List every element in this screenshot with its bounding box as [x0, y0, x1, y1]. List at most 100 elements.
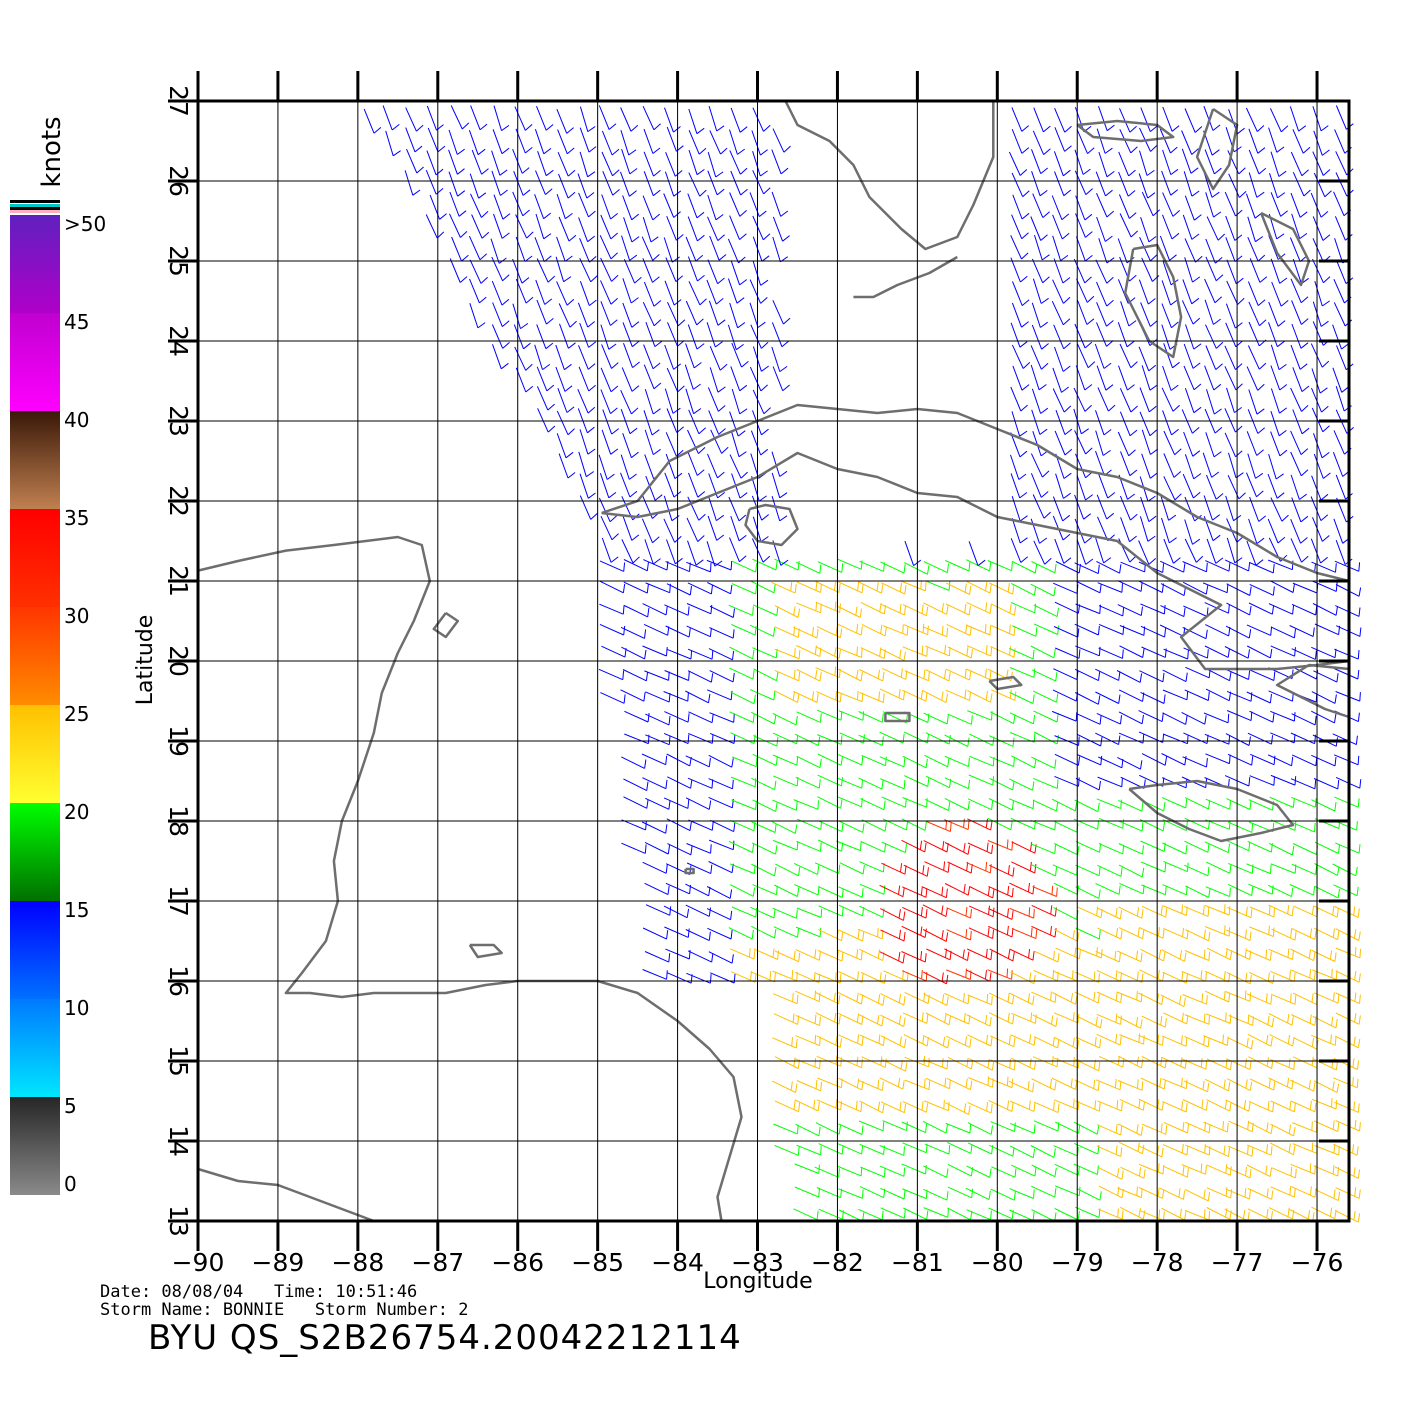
wind-barb	[1226, 1167, 1251, 1178]
wind-barb	[1337, 346, 1354, 370]
wind-barb	[1118, 821, 1143, 831]
wind-barb	[1119, 712, 1144, 724]
wind-barb	[1185, 690, 1210, 701]
wind-barb	[689, 173, 707, 197]
wind-barb	[624, 606, 649, 617]
wind-barb	[967, 691, 992, 703]
wind-barb	[559, 217, 576, 241]
wind-barb	[1333, 864, 1358, 876]
wind-barb	[1012, 215, 1029, 239]
wind-barb	[861, 602, 886, 614]
wind-barb	[1183, 993, 1208, 1004]
wind-barb	[1119, 690, 1144, 702]
wind-barb	[1031, 473, 1048, 497]
wind-barb	[1184, 366, 1201, 390]
wind-barb	[1033, 691, 1058, 702]
wind-barb	[643, 106, 661, 130]
wind-barb	[818, 950, 843, 961]
wind-barb	[621, 108, 638, 132]
wind-barb	[1119, 865, 1144, 877]
wind-barb	[1249, 973, 1274, 984]
wind-barb	[600, 693, 625, 704]
wind-barb	[407, 149, 424, 173]
wind-barb	[1011, 972, 1036, 984]
wind-barb	[990, 1036, 1015, 1047]
wind-barb	[1228, 754, 1253, 765]
wind-barb	[579, 452, 594, 477]
wind-barb	[1096, 410, 1112, 435]
wind-barb	[1118, 322, 1134, 347]
wind-barb	[1312, 1207, 1337, 1219]
wind-barb	[904, 865, 929, 876]
wind-barb	[1184, 906, 1209, 917]
coastline-roatan	[470, 945, 502, 957]
y-tick-label: 27	[164, 85, 193, 117]
wind-barb	[1013, 366, 1029, 390]
colorbar-label: 5	[64, 1094, 77, 1118]
wind-barb	[839, 1078, 864, 1090]
wind-barb	[1271, 1101, 1296, 1112]
wind-barb	[1012, 561, 1037, 573]
wind-barb	[1140, 151, 1155, 176]
wind-barb	[1292, 214, 1307, 239]
wind-barb	[838, 1144, 863, 1154]
wind-barb	[602, 538, 618, 562]
wind-barb	[1119, 883, 1144, 893]
wind-barb	[1162, 304, 1178, 328]
wind-barb	[751, 926, 776, 938]
wind-barb	[796, 777, 821, 788]
wind-barb	[1163, 670, 1188, 682]
wind-barb	[1142, 1016, 1167, 1027]
wind-barb	[557, 194, 572, 219]
wind-barb	[1121, 301, 1137, 326]
wind-barb	[819, 1144, 844, 1155]
colorbar-label: 15	[64, 898, 89, 922]
wind-barb	[643, 196, 660, 220]
wind-barb	[1075, 992, 1100, 1003]
wind-barb	[1163, 107, 1179, 131]
wind-barb	[600, 561, 625, 572]
wind-barb	[1185, 388, 1201, 413]
wind-barb	[644, 152, 660, 176]
wind-barb	[1227, 388, 1242, 413]
wind-barb	[989, 583, 1014, 594]
wind-barb	[624, 560, 649, 571]
wind-barb	[1290, 106, 1306, 131]
wind-barb	[1184, 344, 1200, 368]
wind-barb	[859, 949, 884, 960]
wind-barb	[1311, 711, 1336, 723]
wind-barb	[1055, 1186, 1080, 1196]
wind-barb	[1163, 734, 1188, 744]
wind-barb	[923, 1058, 948, 1069]
wind-barb	[537, 324, 553, 348]
wind-barb	[1097, 193, 1114, 217]
wind-barb	[1013, 195, 1029, 219]
wind-barb	[623, 303, 639, 327]
wind-barb	[644, 171, 660, 195]
wind-barb	[1314, 779, 1339, 789]
wind-barb	[775, 648, 800, 659]
wind-barb	[1097, 129, 1112, 154]
wind-barb	[1031, 345, 1048, 369]
y-tick-label: 21	[164, 565, 193, 597]
wind-barb	[1098, 583, 1123, 593]
wind-barb	[861, 972, 886, 983]
wind-barb	[946, 1103, 971, 1115]
wind-barb	[730, 303, 745, 328]
x-tick-label: −81	[891, 1248, 944, 1277]
wind-barb	[1206, 689, 1231, 701]
wind-barb	[1011, 387, 1028, 411]
colorbar-label: >50	[64, 212, 106, 236]
wind-barb	[1182, 712, 1207, 724]
wind-barb	[946, 604, 971, 615]
wind-barb	[1249, 173, 1264, 198]
wind-barb	[1075, 865, 1100, 876]
wind-barb	[1207, 948, 1232, 960]
wind-barb	[1183, 757, 1208, 767]
wind-barb	[1163, 410, 1179, 435]
wind-barb	[1163, 690, 1188, 700]
wind-barb	[1011, 235, 1028, 259]
wind-barb	[1161, 995, 1186, 1007]
